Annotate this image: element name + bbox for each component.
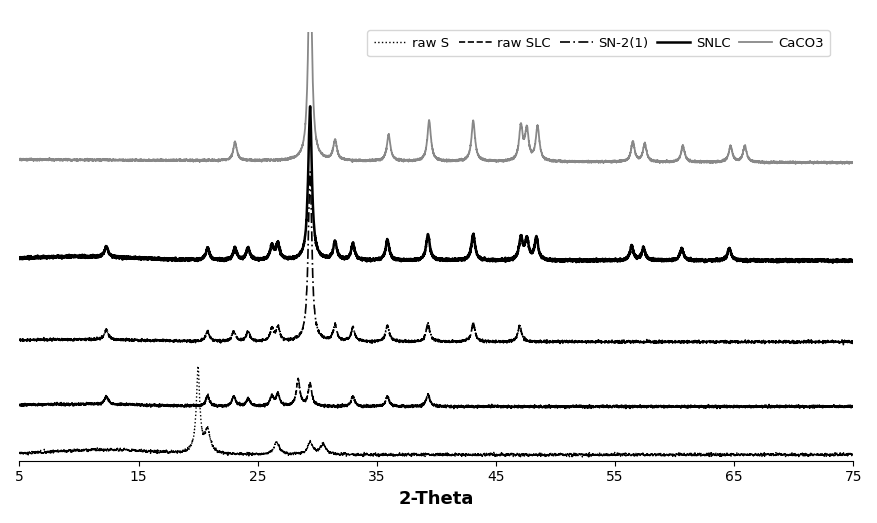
X-axis label: 2-Theta: 2-Theta xyxy=(399,490,474,508)
Legend: raw S, raw SLC, SN-2(1), SNLC, CaCO3: raw S, raw SLC, SN-2(1), SNLC, CaCO3 xyxy=(367,30,830,56)
